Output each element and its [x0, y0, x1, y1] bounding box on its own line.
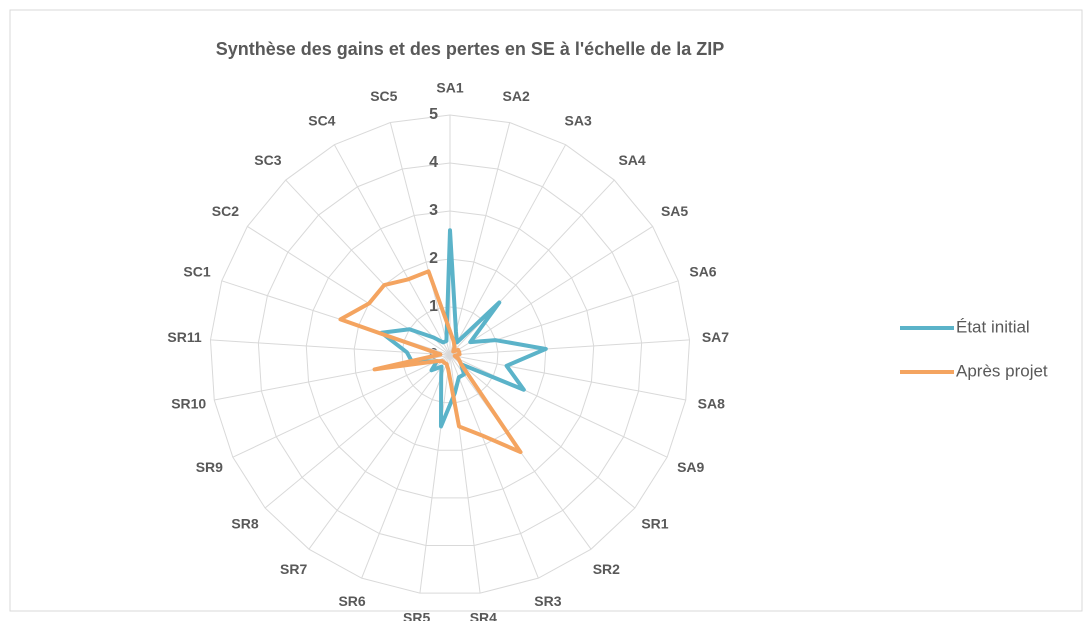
r-tick-label: 1: [429, 298, 438, 315]
category-label: SC5: [370, 88, 397, 104]
category-label: SA8: [698, 396, 725, 412]
spoke: [449, 354, 636, 509]
spoke: [449, 339, 690, 356]
category-label: SR8: [231, 515, 258, 531]
legend-label: État initial: [956, 317, 1030, 336]
grid-ring: [209, 114, 691, 594]
series-line: [379, 228, 548, 429]
grid-ring: [353, 258, 547, 451]
chart-frame: [9, 9, 1083, 612]
chart-title: Synthèse des gains et des pertes en SE à…: [216, 39, 725, 59]
r-tick-label: 5: [429, 106, 438, 123]
spoke: [449, 122, 511, 356]
spoke: [333, 144, 451, 356]
spoke: [210, 339, 451, 356]
grid-ring: [257, 162, 643, 546]
category-label: SA2: [503, 88, 530, 104]
r-tick-label: 3: [429, 202, 438, 219]
spoke: [285, 179, 451, 356]
category-label: SR4: [470, 610, 497, 621]
spoke: [449, 354, 539, 579]
spoke: [264, 354, 451, 509]
spoke: [449, 354, 686, 401]
category-label: SR5: [403, 610, 430, 621]
category-label: SC2: [212, 203, 239, 219]
category-label: SR3: [534, 593, 561, 609]
category-label: SC3: [254, 152, 281, 168]
category-label: SR1: [641, 515, 668, 531]
category-label: SR9: [196, 459, 223, 475]
category-label: SA1: [436, 80, 463, 96]
category-label: SA6: [689, 264, 716, 280]
spoke: [389, 122, 451, 356]
category-label: SR11: [167, 329, 201, 345]
category-label: SA7: [702, 329, 729, 345]
category-label: SR6: [338, 593, 365, 609]
category-label: SR7: [280, 561, 307, 577]
spoke: [361, 354, 451, 579]
category-label: SR10: [171, 396, 206, 412]
r-tick-label: 4: [429, 154, 438, 171]
spoke: [232, 354, 451, 458]
spoke: [449, 354, 668, 458]
category-label: SA4: [618, 152, 645, 168]
category-label: SR2: [593, 561, 620, 577]
category-label: SA9: [677, 459, 704, 475]
grid-ring: [305, 210, 595, 499]
category-label: SC4: [308, 113, 335, 129]
spoke: [419, 354, 451, 594]
spoke: [308, 354, 451, 550]
category-label: SC1: [183, 264, 210, 280]
spoke: [449, 144, 567, 356]
legend-label: Après projet: [956, 361, 1048, 380]
r-tick-label: 2: [429, 250, 438, 267]
series-line: [338, 269, 523, 455]
category-label: SA5: [661, 203, 688, 219]
category-label: SA3: [565, 113, 592, 129]
spoke: [449, 225, 653, 356]
